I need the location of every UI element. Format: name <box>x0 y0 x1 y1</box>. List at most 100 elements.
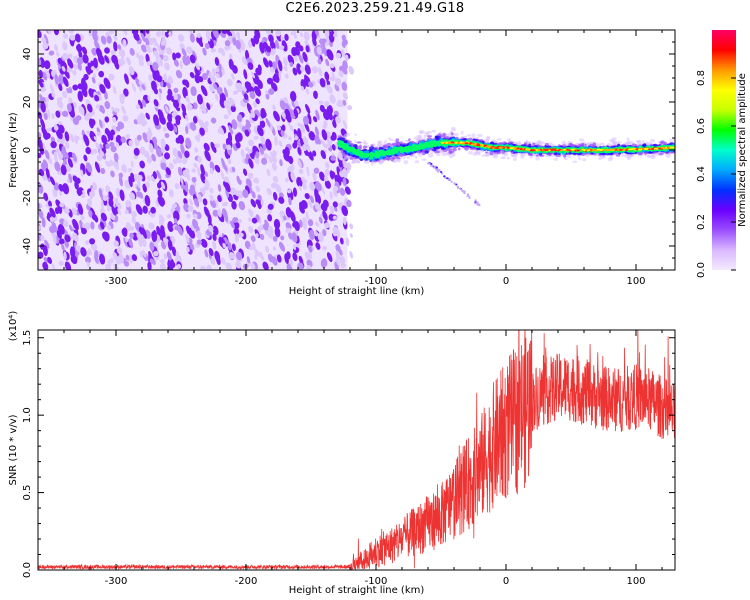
noise-speck <box>275 39 280 50</box>
noise-speck <box>122 115 129 122</box>
noise-speck <box>294 135 299 141</box>
trace-speck <box>369 146 375 150</box>
noise-speck <box>197 193 202 203</box>
noise-speck <box>212 233 217 241</box>
noise-speck <box>53 44 59 52</box>
trace-speck <box>503 152 509 157</box>
trace-speck <box>392 155 396 160</box>
noise-speck <box>86 68 92 75</box>
noise-speck <box>235 141 241 149</box>
trace-speck <box>363 140 367 144</box>
noise-speck <box>210 117 217 124</box>
noise-speck <box>341 81 348 91</box>
noise-speck <box>267 253 274 263</box>
noise-speck <box>118 253 124 264</box>
noise-speck <box>111 106 115 111</box>
noise-speck <box>116 142 120 148</box>
noise-speck <box>248 208 254 218</box>
trace-speck <box>452 148 457 152</box>
noise-speck <box>64 141 70 149</box>
noise-speck <box>284 33 289 41</box>
noise-speck <box>175 70 183 79</box>
noise-speck <box>133 173 138 181</box>
noise-speck <box>231 243 236 252</box>
trace-speck <box>500 156 507 160</box>
noise-speck <box>38 209 44 219</box>
noise-speck <box>158 218 165 227</box>
noise-speck <box>285 207 292 218</box>
noise-speck <box>133 147 140 156</box>
noise-speck <box>110 145 117 153</box>
noise-speck <box>335 258 341 267</box>
noise-speck <box>289 91 297 102</box>
noise-speck <box>152 229 158 242</box>
noise-speck <box>138 237 143 247</box>
noise-speck <box>147 175 151 182</box>
noise-speck <box>99 150 105 157</box>
noise-speck <box>99 208 105 215</box>
noise-speck <box>148 74 153 82</box>
noise-speck <box>75 33 81 43</box>
noise-speck <box>58 260 65 267</box>
noise-speck <box>59 202 65 208</box>
noise-speck <box>193 162 198 168</box>
noise-speck <box>285 222 292 231</box>
trace-speck <box>442 132 446 136</box>
noise-speck <box>130 160 134 168</box>
noise-speck <box>209 167 214 175</box>
trace-speck <box>468 151 473 155</box>
noise-speck <box>227 97 232 103</box>
noise-speck <box>76 188 82 197</box>
noise-speck <box>260 112 265 119</box>
noise-speck <box>223 114 229 120</box>
noise-speck <box>218 63 223 72</box>
noise-speck <box>168 162 174 170</box>
noise-speck <box>315 242 321 250</box>
trace-speck <box>647 155 652 158</box>
noise-speck <box>74 180 79 190</box>
noise-speck <box>43 256 49 264</box>
trace-speck <box>669 138 672 141</box>
noise-speck <box>99 119 103 129</box>
noise-speck <box>104 160 109 166</box>
noise-speck <box>212 209 219 217</box>
noise-speck <box>72 235 77 241</box>
noise-speck <box>101 134 108 144</box>
noise-speck <box>335 116 342 124</box>
noise-speck <box>197 37 204 48</box>
noise-speck <box>319 77 326 88</box>
noise-speck <box>172 125 178 133</box>
noise-speck <box>318 67 323 77</box>
noise-speck <box>217 194 222 203</box>
noise-speck <box>160 181 166 190</box>
noise-speck <box>251 71 256 79</box>
trace-speck <box>446 133 451 136</box>
noise-speck <box>204 171 208 177</box>
noise-speck <box>210 199 216 209</box>
noise-speck <box>285 227 292 233</box>
noise-speck <box>70 255 78 265</box>
noise-speck <box>251 190 256 199</box>
trace-speck <box>384 139 388 143</box>
trace-speck <box>413 136 418 140</box>
noise-speck <box>320 259 326 269</box>
noise-speck <box>203 185 210 191</box>
noise-speck <box>324 71 330 81</box>
noise-speck <box>92 30 98 36</box>
noise-speck <box>224 40 231 47</box>
noise-speck <box>341 205 349 217</box>
noise-speck <box>141 99 147 108</box>
noise-speck <box>175 251 180 260</box>
noise-speck <box>141 44 147 53</box>
noise-speck <box>290 163 295 170</box>
noise-speck <box>346 199 352 208</box>
noise-speck <box>228 125 234 135</box>
noise-speck <box>57 152 64 161</box>
noise-speck <box>189 71 195 79</box>
noise-speck <box>255 151 260 159</box>
noise-speck <box>63 219 69 228</box>
trace-speck <box>446 148 453 151</box>
noise-speck <box>128 176 133 188</box>
noise-speck <box>146 155 153 164</box>
noise-speck <box>129 232 134 239</box>
